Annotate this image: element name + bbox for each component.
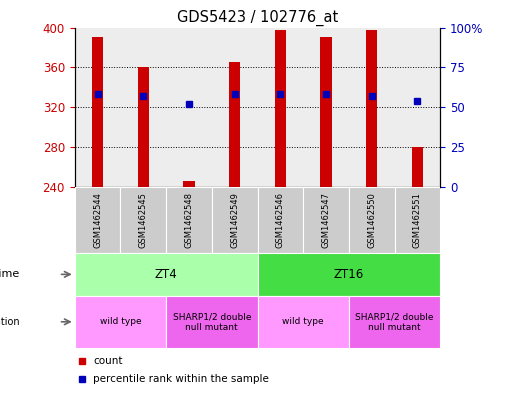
Bar	[75, 296, 166, 347]
Text: percentile rank within the sample: percentile rank within the sample	[93, 375, 269, 384]
Bar	[349, 296, 440, 347]
Text: genotype/variation: genotype/variation	[0, 317, 20, 327]
Text: SHARP1/2 double
null mutant: SHARP1/2 double null mutant	[173, 312, 251, 332]
Text: ZT4: ZT4	[154, 268, 178, 281]
Bar	[75, 28, 121, 187]
Text: wild type: wild type	[282, 317, 324, 326]
Bar	[92, 37, 103, 187]
Text: GSM1462547: GSM1462547	[321, 192, 331, 248]
Bar	[366, 31, 377, 187]
Bar	[303, 187, 349, 253]
Bar	[258, 296, 349, 347]
Text: GSM1462549: GSM1462549	[230, 192, 239, 248]
Bar	[349, 187, 394, 253]
Text: GSM1462548: GSM1462548	[184, 192, 194, 248]
Bar	[320, 37, 332, 187]
Bar	[274, 31, 286, 187]
Text: ZT16: ZT16	[334, 268, 364, 281]
Text: SHARP1/2 double
null mutant: SHARP1/2 double null mutant	[355, 312, 434, 332]
Bar	[258, 28, 303, 187]
Bar	[138, 67, 149, 187]
Bar	[121, 187, 166, 253]
Text: time: time	[0, 269, 20, 279]
Bar	[394, 187, 440, 253]
Text: GSM1462545: GSM1462545	[139, 192, 148, 248]
Bar	[349, 28, 394, 187]
Bar	[303, 28, 349, 187]
Bar	[212, 187, 258, 253]
Bar	[412, 147, 423, 187]
Text: GSM1462551: GSM1462551	[413, 192, 422, 248]
Bar	[75, 187, 121, 253]
Bar	[166, 28, 212, 187]
Bar	[183, 181, 195, 187]
Text: count: count	[93, 356, 123, 366]
Bar	[121, 28, 166, 187]
Title: GDS5423 / 102776_at: GDS5423 / 102776_at	[177, 10, 338, 26]
Bar	[75, 253, 258, 296]
Bar	[229, 62, 241, 187]
Text: GSM1462550: GSM1462550	[367, 192, 376, 248]
Text: GSM1462544: GSM1462544	[93, 192, 102, 248]
Text: wild type: wild type	[99, 317, 141, 326]
Bar	[258, 253, 440, 296]
Bar	[166, 187, 212, 253]
Bar	[212, 28, 258, 187]
Bar	[166, 296, 258, 347]
Bar	[394, 28, 440, 187]
Bar	[258, 187, 303, 253]
Text: GSM1462546: GSM1462546	[276, 192, 285, 248]
